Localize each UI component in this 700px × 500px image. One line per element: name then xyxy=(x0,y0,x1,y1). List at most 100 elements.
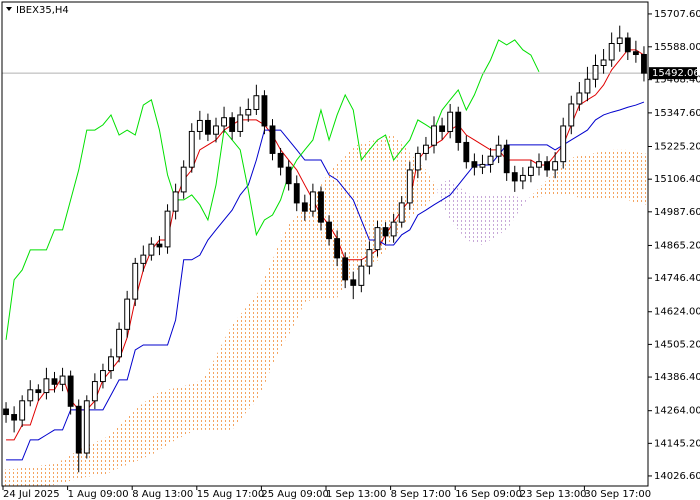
candle-body xyxy=(188,130,195,168)
candle-body xyxy=(398,202,405,223)
candle-body xyxy=(600,59,607,66)
candle-body xyxy=(27,389,34,402)
candle-body xyxy=(495,144,502,157)
y-tick-label: 14865.20 xyxy=(654,240,700,251)
cloud-segment xyxy=(466,193,475,244)
candle-body xyxy=(277,152,284,168)
cloud-segment xyxy=(30,465,39,486)
y-tick-label: 14145.20 xyxy=(654,438,700,449)
candle-body xyxy=(245,108,252,116)
candle-body xyxy=(100,370,106,383)
plot-frame xyxy=(1,1,649,487)
candle-body xyxy=(309,191,316,212)
cloud-segment xyxy=(54,459,63,485)
y-tick-label: 15588.00 xyxy=(654,42,700,53)
cloud-segment xyxy=(458,185,467,241)
y-tick-label: 14264.00 xyxy=(654,406,700,417)
candle-body xyxy=(584,78,591,94)
symbol-icon xyxy=(6,7,12,11)
cloud-segment xyxy=(611,149,620,200)
candle-body xyxy=(124,298,131,330)
candle-body xyxy=(261,95,268,127)
candle-body xyxy=(406,169,413,204)
cloud-segment xyxy=(538,179,548,197)
candle-body xyxy=(91,381,98,402)
candle-body xyxy=(544,161,550,171)
plot-area xyxy=(2,25,648,486)
cloud-segment xyxy=(119,417,128,468)
x-tick-label: 24 Jul 2025 xyxy=(3,489,60,500)
cloud-segment xyxy=(224,324,233,430)
cloud-segment xyxy=(199,371,208,430)
candle-body xyxy=(560,125,567,163)
candle-body xyxy=(463,141,470,163)
y-tick-label: 14026.60 xyxy=(654,471,700,482)
candle-body xyxy=(221,117,227,127)
candle-body xyxy=(519,174,526,182)
candle-body xyxy=(527,166,534,176)
cloud-segment xyxy=(14,467,23,486)
candle-body xyxy=(229,117,236,132)
cloud-segment xyxy=(240,304,249,420)
candle-body xyxy=(180,166,187,193)
candle-body xyxy=(269,125,276,154)
cloud-segment xyxy=(207,355,216,430)
candle-body xyxy=(318,191,324,223)
cloud-segment xyxy=(603,149,612,200)
cloud-segment xyxy=(264,259,273,385)
cloud-segment xyxy=(353,142,362,272)
candle-body xyxy=(43,378,50,394)
candle-body xyxy=(342,257,349,281)
candle-body xyxy=(455,111,462,143)
candle-body xyxy=(632,51,639,55)
candle-body xyxy=(414,152,421,171)
candle-body xyxy=(641,53,647,74)
x-tick-label: 23 Sep 13:00 xyxy=(520,489,587,500)
cloud-segment xyxy=(474,194,483,245)
cloud-segment xyxy=(70,449,79,481)
candle-body xyxy=(35,389,42,394)
candle-body xyxy=(503,144,510,174)
x-tick-label: 1 Aug 09:00 xyxy=(68,489,129,500)
candle-body xyxy=(213,125,219,135)
cloud-segment xyxy=(506,194,515,230)
cloud-segment xyxy=(514,194,523,219)
candle-body xyxy=(479,163,486,168)
current-price-label: 15492.06 xyxy=(652,68,700,79)
cloud-segment xyxy=(304,197,313,302)
cloud-segment xyxy=(167,387,176,446)
x-tick-label: 15 Aug 17:00 xyxy=(197,489,264,500)
candle-body xyxy=(536,161,542,168)
candle-body xyxy=(67,375,74,407)
candle-body xyxy=(374,227,381,251)
x-tick-label: 8 Sep 17:00 xyxy=(391,489,451,500)
y-tick-label: 14624.00 xyxy=(654,307,700,318)
cloud-segment xyxy=(417,161,426,211)
candle-body xyxy=(431,125,437,146)
cloud-segment xyxy=(175,385,184,440)
candle-body xyxy=(576,92,583,105)
candle-body xyxy=(350,279,357,286)
y-tick-label: 14746.40 xyxy=(654,273,700,284)
candle-body xyxy=(253,95,260,110)
indicator-line xyxy=(6,101,645,461)
cloud-segment xyxy=(62,454,71,483)
candle-body xyxy=(116,328,123,358)
candle-body xyxy=(140,254,147,264)
cloud-segment xyxy=(191,381,200,432)
cloud-segment xyxy=(256,277,265,401)
cloud-segment xyxy=(143,396,152,458)
candle-body xyxy=(293,183,300,204)
candle-body xyxy=(624,37,631,53)
candle-body xyxy=(552,161,559,171)
cloud-segment xyxy=(530,188,539,200)
cloud-segment xyxy=(94,439,103,476)
cloud-segment xyxy=(385,135,394,250)
candle-body xyxy=(616,37,623,45)
candle-body xyxy=(11,414,18,421)
cloud-segment xyxy=(425,169,435,206)
cloud-segment xyxy=(151,392,160,455)
candle-body xyxy=(471,161,478,168)
chart-title: IBEX35,H4 xyxy=(16,5,69,16)
candle-body xyxy=(447,111,454,132)
